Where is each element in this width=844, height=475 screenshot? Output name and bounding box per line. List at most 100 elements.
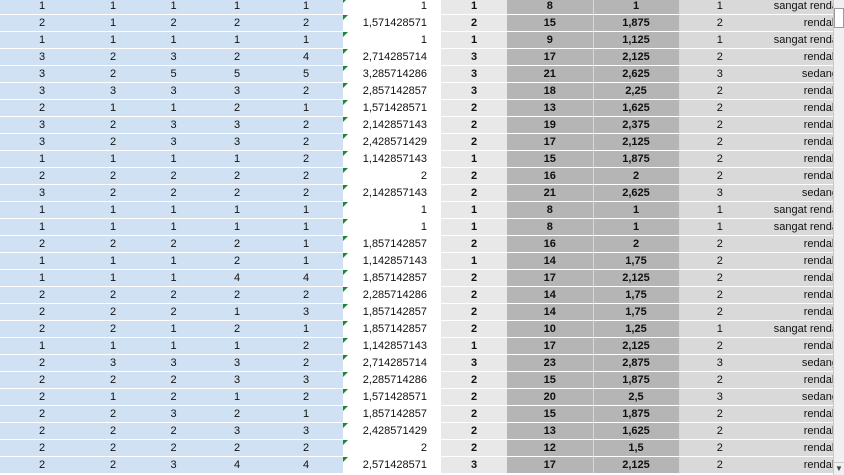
cell[interactable]: 1 <box>142 0 205 15</box>
cell[interactable]: 1 <box>593 201 680 219</box>
cell[interactable]: 19 <box>507 116 594 134</box>
cell[interactable]: 1 <box>142 269 205 287</box>
cell[interactable]: 1,857142857 <box>343 303 441 321</box>
cell[interactable]: 1 <box>84 218 142 236</box>
cell[interactable]: 21 <box>507 184 594 202</box>
cell[interactable]: 2 <box>343 167 441 185</box>
cell[interactable]: 5 <box>269 65 343 83</box>
cell[interactable]: 1,875 <box>593 14 680 32</box>
cell[interactable]: rendah <box>760 269 844 287</box>
cell[interactable]: 2 <box>269 354 343 372</box>
cell[interactable]: 1 <box>679 0 760 15</box>
cell[interactable]: 2 <box>441 439 507 457</box>
cell[interactable]: 3 <box>142 82 205 100</box>
cell[interactable]: 2 <box>205 286 269 304</box>
cell[interactable]: 1,75 <box>593 303 680 321</box>
cell[interactable]: 4 <box>205 269 269 287</box>
cell[interactable]: 2 <box>441 14 507 32</box>
cell[interactable]: 17 <box>507 48 594 66</box>
cell[interactable]: sedang <box>760 388 844 406</box>
cell[interactable]: 2,125 <box>593 456 680 474</box>
cell[interactable]: 2 <box>441 388 507 406</box>
cell[interactable]: 2 <box>205 99 269 117</box>
cell[interactable]: 4 <box>205 456 269 474</box>
cell[interactable]: 2 <box>679 286 760 304</box>
cell[interactable]: 1 <box>269 405 343 423</box>
cell[interactable]: 1 <box>269 31 343 49</box>
cell[interactable]: 2 <box>142 14 205 32</box>
cell[interactable]: 2 <box>84 184 142 202</box>
cell[interactable]: rendah <box>760 167 844 185</box>
cell[interactable]: 2,5 <box>593 388 680 406</box>
cell[interactable]: 2,857142857 <box>343 82 441 100</box>
cell[interactable]: 13 <box>507 99 594 117</box>
cell[interactable]: 2 <box>205 167 269 185</box>
cell[interactable]: 2 <box>84 439 142 457</box>
cell[interactable]: 2 <box>0 354 84 372</box>
cell[interactable]: 1,5 <box>593 439 680 457</box>
cell[interactable]: 3 <box>441 354 507 372</box>
cell[interactable]: 3 <box>205 133 269 151</box>
cell[interactable]: 2 <box>441 405 507 423</box>
cell[interactable]: 14 <box>507 286 594 304</box>
cell[interactable]: 1,875 <box>593 150 680 168</box>
cell[interactable]: 2,428571429 <box>343 422 441 440</box>
cell[interactable]: 3 <box>84 354 142 372</box>
cell[interactable]: 2 <box>84 48 142 66</box>
cell[interactable]: 3 <box>142 456 205 474</box>
cell[interactable]: 3 <box>0 116 84 134</box>
cell[interactable]: 3 <box>679 354 760 372</box>
cell[interactable]: 1 <box>205 0 269 15</box>
scroll-down-arrow-icon[interactable]: ▼ <box>834 462 844 475</box>
cell[interactable]: 2 <box>679 405 760 423</box>
cell[interactable]: 1,571428571 <box>343 99 441 117</box>
cell[interactable]: 2 <box>269 14 343 32</box>
cell[interactable]: 1 <box>205 201 269 219</box>
cell[interactable]: 2 <box>0 388 84 406</box>
cell[interactable]: 1 <box>593 0 680 15</box>
cell[interactable]: 17 <box>507 133 594 151</box>
cell[interactable]: 2 <box>441 269 507 287</box>
cell[interactable]: 1 <box>84 337 142 355</box>
cell[interactable]: 1 <box>84 269 142 287</box>
cell[interactable]: 1,142857143 <box>343 252 441 270</box>
cell[interactable]: 2 <box>269 167 343 185</box>
cell[interactable]: 1 <box>205 218 269 236</box>
cell[interactable]: sangat renda <box>760 201 844 219</box>
cell[interactable]: 1,142857143 <box>343 337 441 355</box>
cell[interactable]: 2,142857143 <box>343 184 441 202</box>
cell[interactable]: 23 <box>507 354 594 372</box>
cell[interactable]: 2,714285714 <box>343 354 441 372</box>
cell[interactable]: sangat renda <box>760 31 844 49</box>
cell[interactable]: 2 <box>142 371 205 389</box>
cell[interactable]: 2 <box>205 405 269 423</box>
cell[interactable]: 1 <box>343 218 441 236</box>
cell[interactable]: 3 <box>679 388 760 406</box>
cell[interactable]: 1 <box>142 252 205 270</box>
cell[interactable]: 2 <box>679 99 760 117</box>
cell[interactable]: 2 <box>0 371 84 389</box>
cell[interactable]: 3 <box>441 456 507 474</box>
cell[interactable]: 3 <box>142 405 205 423</box>
cell[interactable]: 2 <box>0 303 84 321</box>
cell[interactable]: 3 <box>142 116 205 134</box>
cell[interactable]: 2,714285714 <box>343 48 441 66</box>
cell[interactable]: 2 <box>269 286 343 304</box>
cell[interactable]: 1 <box>142 218 205 236</box>
cell[interactable]: 2 <box>142 184 205 202</box>
cell[interactable]: 2 <box>441 184 507 202</box>
cell[interactable]: 1 <box>84 150 142 168</box>
cell[interactable]: rendah <box>760 439 844 457</box>
cell[interactable]: 2 <box>0 235 84 253</box>
cell[interactable]: 2,375 <box>593 116 680 134</box>
cell[interactable]: 2 <box>679 269 760 287</box>
cell[interactable]: 2 <box>269 133 343 151</box>
cell[interactable]: 3 <box>205 354 269 372</box>
cell[interactable]: 9 <box>507 31 594 49</box>
cell[interactable]: 2 <box>679 439 760 457</box>
cell[interactable]: 1,571428571 <box>343 14 441 32</box>
cell[interactable]: 2,125 <box>593 269 680 287</box>
cell[interactable]: rendah <box>760 133 844 151</box>
cell[interactable]: 2 <box>0 286 84 304</box>
cell[interactable]: 2 <box>679 48 760 66</box>
